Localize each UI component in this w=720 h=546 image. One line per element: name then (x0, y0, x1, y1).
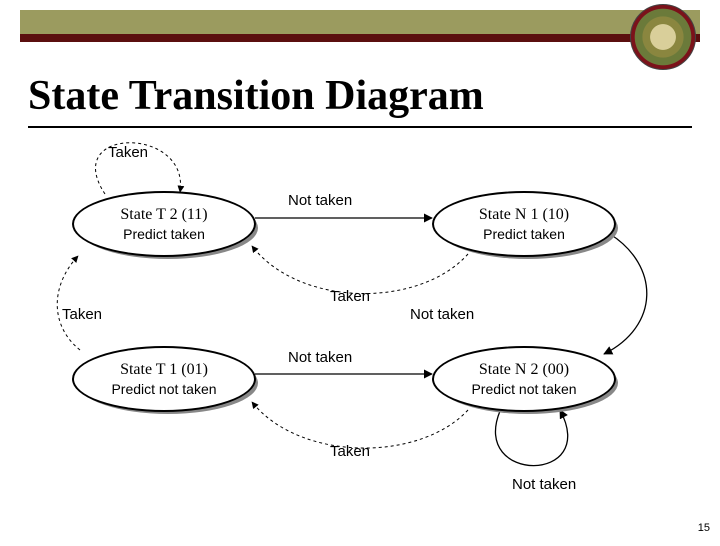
state-t2: State T 2 (11) Predict taken (72, 191, 252, 253)
edge-label-6: Taken (330, 443, 370, 460)
university-seal-icon (630, 4, 696, 70)
state-t1: State T 1 (01) Predict not taken (72, 346, 252, 408)
slide-title: State Transition Diagram (28, 72, 692, 120)
state-t2-predict: Predict taken (123, 226, 205, 242)
edge-e_n1_t2 (252, 246, 468, 294)
header-band-olive (20, 10, 700, 34)
edge-label-7: Not taken (512, 476, 576, 493)
state-n1: State N 1 (10) Predict taken (432, 191, 612, 253)
state-n2: State N 2 (00) Predict not taken (432, 346, 612, 408)
state-n2-name: State N 2 (00) (479, 361, 569, 379)
state-t2-name: State T 2 (11) (120, 206, 207, 224)
state-t1-name: State T 1 (01) (120, 361, 208, 379)
slide-header (0, 0, 720, 56)
header-band-maroon (20, 34, 700, 42)
edge-label-4: Taken (62, 306, 102, 323)
edge-label-3: Not taken (410, 306, 474, 323)
state-n1-predict: Predict taken (483, 226, 565, 242)
edge-e_t1_t2 (57, 256, 80, 350)
title-block: State Transition Diagram (0, 56, 720, 128)
edge-e_n2_t1 (252, 402, 468, 448)
edge-label-2: Taken (330, 288, 370, 305)
state-n2-predict: Predict not taken (471, 381, 576, 397)
title-underline (28, 126, 692, 128)
edge-label-1: Not taken (288, 192, 352, 209)
state-n1-name: State N 1 (10) (479, 206, 569, 224)
state-diagram: State T 2 (11) Predict taken State N 1 (… (0, 136, 720, 546)
state-t1-predict: Predict not taken (111, 381, 216, 397)
edge-label-5: Not taken (288, 349, 352, 366)
edge-e_n2_self (495, 410, 567, 466)
edge-label-0: Taken (108, 144, 148, 161)
page-number: 15 (698, 522, 710, 534)
